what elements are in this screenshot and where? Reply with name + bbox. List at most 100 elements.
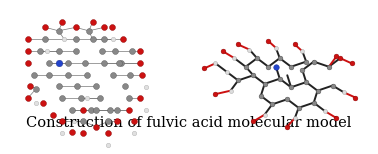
Point <box>337 57 343 59</box>
Point <box>311 60 317 63</box>
Point <box>322 110 328 112</box>
Point <box>326 65 332 68</box>
Point <box>25 96 31 99</box>
Point <box>303 81 309 83</box>
Point <box>235 79 241 82</box>
Point <box>86 30 92 32</box>
Point <box>269 103 275 106</box>
Point <box>82 62 88 65</box>
Point <box>299 69 305 71</box>
Point <box>93 125 99 128</box>
Point <box>201 67 207 70</box>
Point <box>277 57 283 59</box>
Point <box>56 62 62 65</box>
Point <box>84 96 90 99</box>
Point <box>288 86 294 89</box>
Point <box>25 38 31 41</box>
Point <box>69 131 75 133</box>
Point <box>250 120 256 123</box>
Point <box>56 30 62 32</box>
Point <box>341 91 347 94</box>
Point <box>277 77 283 80</box>
Point <box>46 62 52 65</box>
Point <box>40 101 46 104</box>
Point <box>254 57 260 59</box>
Point <box>246 48 253 51</box>
Text: Construction of fulvic acid molecular model: Construction of fulvic acid molecular mo… <box>26 116 352 130</box>
Point <box>131 120 137 123</box>
Point <box>127 74 133 77</box>
Point <box>330 84 336 87</box>
Point <box>44 50 50 53</box>
Point <box>250 74 256 77</box>
Point <box>105 144 111 147</box>
Point <box>131 132 137 135</box>
Point <box>296 107 302 109</box>
Point <box>333 117 339 119</box>
Point <box>231 57 237 59</box>
Point <box>110 74 116 77</box>
Point <box>120 38 126 41</box>
Point <box>93 108 99 111</box>
Point <box>84 74 90 77</box>
Point <box>299 50 305 53</box>
Point <box>25 62 31 65</box>
Point <box>101 38 107 41</box>
Point <box>114 108 120 111</box>
Point <box>61 38 67 41</box>
Point <box>37 50 43 53</box>
Point <box>139 74 145 77</box>
Point <box>56 50 62 53</box>
Point <box>65 62 71 65</box>
Point <box>262 113 268 116</box>
Point <box>137 62 143 65</box>
Point <box>314 89 321 92</box>
Point <box>31 74 37 77</box>
Point <box>65 74 71 77</box>
Point <box>97 96 103 99</box>
Point <box>46 74 52 77</box>
Point <box>129 50 135 53</box>
Point <box>118 62 124 65</box>
Point <box>212 62 218 65</box>
Point <box>90 21 96 23</box>
Point <box>73 26 79 29</box>
Point <box>80 132 86 135</box>
Point <box>25 50 31 53</box>
Point <box>80 108 86 111</box>
Point <box>143 86 149 89</box>
Point <box>110 38 116 41</box>
Point <box>243 65 249 68</box>
Point <box>73 50 79 53</box>
Point <box>143 108 149 111</box>
Point <box>105 132 111 135</box>
Point <box>93 84 99 87</box>
Point <box>59 96 65 99</box>
Point <box>112 50 118 53</box>
Point <box>352 96 358 99</box>
Point <box>125 96 132 99</box>
Point <box>220 50 226 53</box>
Point <box>59 132 65 135</box>
Point <box>292 43 298 46</box>
Point <box>88 108 94 111</box>
Point <box>27 84 33 87</box>
Point <box>265 65 271 68</box>
Point <box>116 62 122 65</box>
Point <box>69 108 75 111</box>
Point <box>101 62 107 65</box>
Point <box>101 26 107 29</box>
Point <box>284 125 290 128</box>
Point <box>90 38 96 41</box>
Point <box>265 40 271 42</box>
Point <box>224 71 230 73</box>
Point <box>99 50 105 53</box>
Point <box>137 96 143 99</box>
Point <box>137 50 143 53</box>
Point <box>288 65 294 68</box>
Point <box>42 26 48 29</box>
Point <box>33 101 39 104</box>
Point <box>262 83 268 85</box>
Point <box>333 55 339 58</box>
Point <box>42 38 48 41</box>
